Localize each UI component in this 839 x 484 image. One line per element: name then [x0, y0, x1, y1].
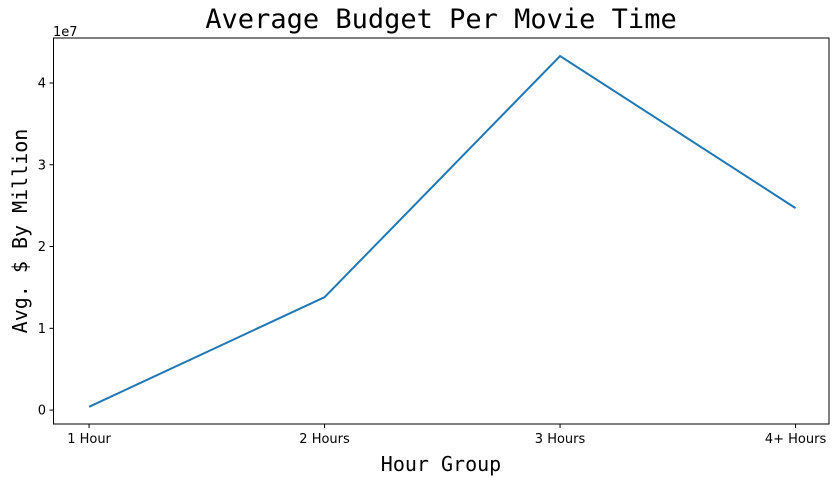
y-tick-label: 4 [38, 76, 46, 91]
x-axis: 1 Hour 2 Hours 3 Hours 4+ Hours [67, 424, 826, 447]
y-tick-label: 2 [38, 240, 46, 255]
y-tick-label: 0 [38, 404, 46, 419]
y-axis: 0 1 2 3 4 [38, 76, 54, 419]
chart-title: Average Budget Per Movie Time [205, 4, 676, 35]
x-axis-label: Hour Group [381, 452, 501, 476]
y-axis-label: Avg. $ By Million [8, 129, 32, 334]
y-tick-label: 3 [38, 158, 46, 173]
x-tick-label: 4+ Hours [765, 432, 827, 447]
data-line [88, 54, 797, 408]
x-tick-label: 1 Hour [67, 432, 111, 447]
x-tick-label: 2 Hours [299, 432, 350, 447]
y-offset-text: 1e7 [53, 25, 78, 40]
x-tick-label: 3 Hours [535, 432, 586, 447]
y-tick-label: 1 [38, 322, 46, 337]
plot-border [53, 37, 830, 425]
